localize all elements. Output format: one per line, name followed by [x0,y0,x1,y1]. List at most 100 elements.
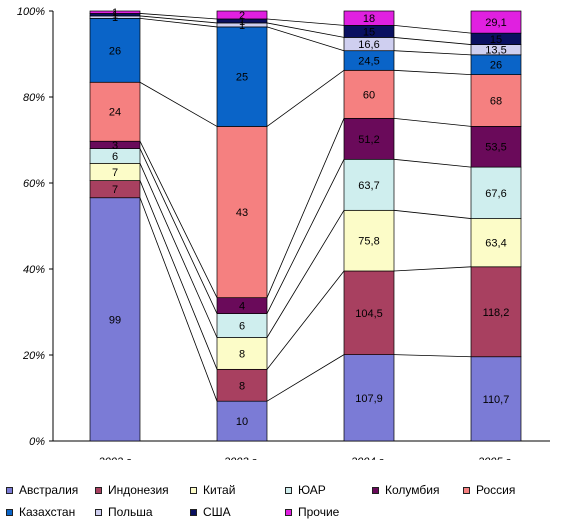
data-label: 63,4 [485,238,506,250]
data-label: 110,7 [483,394,510,406]
legend-item: США [190,504,231,520]
data-label: 26 [109,45,121,57]
series-connector-line [139,17,218,28]
legend-swatch [285,508,292,516]
series-connector-line [393,158,472,168]
legend-item: Казахстан [6,504,75,520]
series-connector-line [139,81,218,127]
data-label: 107,9 [355,393,383,405]
y-tick-label: 100% [17,6,45,18]
bar-segment [89,18,141,83]
legend-swatch [190,486,197,494]
legend-swatch [95,486,102,494]
legend-swatch [6,486,13,494]
data-label: 118,2 [483,307,510,319]
x-tick-label: 2002 г [98,456,133,460]
y-tick-label: 80% [23,92,45,104]
data-label: 60 [363,89,375,101]
series-connector-line [139,148,218,314]
bar-segment [216,10,268,20]
bars [89,10,522,442]
data-label: 1 [112,10,118,22]
data-label: 1 [112,12,118,24]
legend-label: Прочие [298,505,340,519]
legend-label: Китай [203,483,236,497]
series-connector-line [393,266,472,272]
series-connector-line [139,15,218,24]
stacked-bar-chart: 0% 20% 40% 60% 80% 100% 2002 г 2003 г. 2004 г. 20… [17,6,550,460]
bar-segment [343,117,395,160]
series-connector-line [139,197,218,402]
data-label: 13,5 [485,45,506,57]
x-tick-label: 2005 г. [477,456,514,460]
bar-segment [470,266,522,358]
legend-swatch [285,486,292,494]
bar-segment [89,10,141,14]
data-label: 53,5 [485,142,506,154]
legend-item: Индонезия [95,482,169,498]
data-label: 104,5 [355,308,383,320]
legend-item: Прочие [285,504,339,520]
y-tick-label: 0% [29,436,45,448]
data-label: 16,6 [358,39,379,51]
series-connector-line [393,69,472,76]
data-label: 18 [363,13,375,25]
data-label: 43 [236,207,248,219]
series-connector-line [393,50,472,56]
data-label: 15 [490,34,502,46]
series-connector-line [266,18,345,26]
y-tick-label: 60% [23,178,45,190]
legend-label: ЮАР [298,483,326,497]
data-label: 6 [239,321,245,333]
bar-segment [470,10,522,34]
data-label: 75,8 [358,236,379,248]
series-connector-line [266,210,345,338]
data-label: 68 [490,96,502,108]
series-connector-line [139,141,218,298]
series-connector-line [266,118,345,298]
series-connector-line [139,13,218,20]
bar-segment [89,197,141,442]
data-label: 67,6 [485,188,506,200]
data-label: 7 [112,167,118,179]
data-label: 1 [112,7,118,19]
bar-segment [216,126,268,299]
data-label: 26 [490,60,502,72]
series-connector-line [393,354,472,358]
bar-segment [216,26,268,127]
legend-label: Казахстан [19,505,76,519]
data-label: 10 [236,416,248,428]
series-connector-line [139,163,218,338]
data-label: 63,7 [358,180,379,192]
legend-item: Колумбия [372,482,439,498]
legend-swatch [6,508,13,516]
bar-segment [343,209,395,272]
legend-item: Австралия [6,482,78,498]
legend-label: Индонезия [108,483,169,497]
legend-swatch [95,508,102,516]
series-connector-line [139,180,218,370]
data-label: 6 [112,151,118,163]
legend-label: Австралия [19,483,79,497]
data-label: 24,5 [358,56,379,68]
data-label: 51,2 [358,134,379,146]
data-label: 4 [239,301,245,313]
series-connector-line [266,270,345,370]
series-connector-line [266,159,345,314]
bar-segment [216,400,268,442]
x-tick-label: 2004 г. [350,456,387,460]
bar-segment [470,356,522,442]
series-connector-line [266,22,345,38]
legend-swatch [372,486,379,494]
legend-label: Колумбия [385,483,440,497]
bar-segment [343,10,395,26]
data-label: 25 [236,72,248,84]
legend-item: ЮАР [285,482,326,498]
legend-item: Польша [95,504,153,520]
bar-segment [343,354,395,442]
legend-label: Польша [108,505,153,519]
data-label: 8 [239,348,245,360]
series-connector-line [393,209,472,219]
bar-segment [470,74,522,127]
legend-label: США [203,505,231,519]
